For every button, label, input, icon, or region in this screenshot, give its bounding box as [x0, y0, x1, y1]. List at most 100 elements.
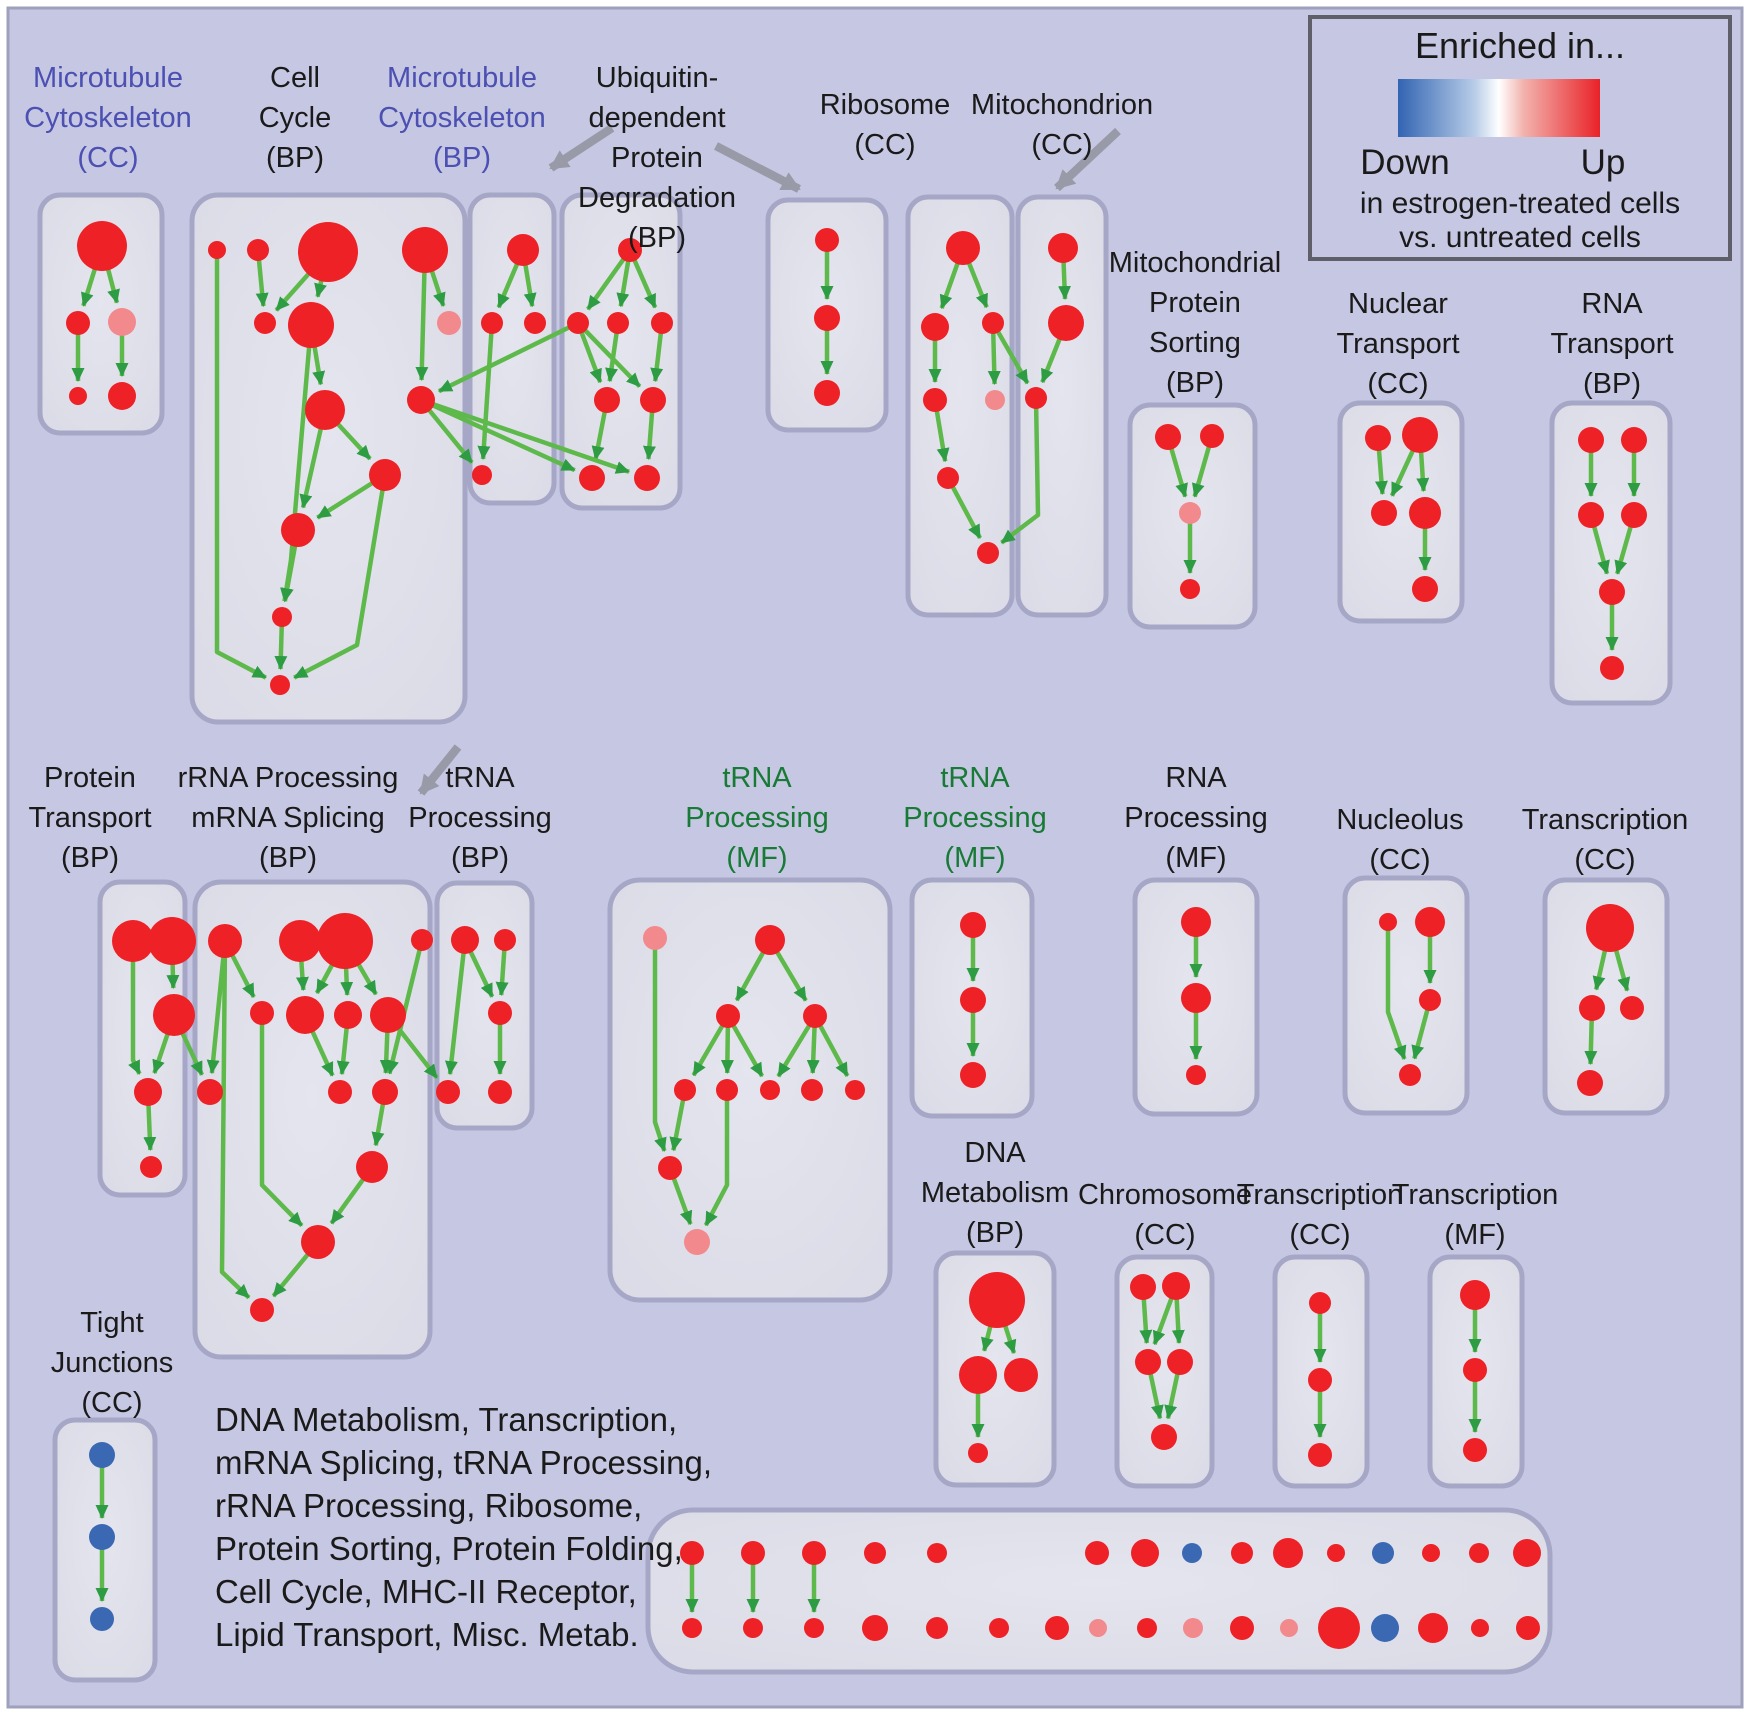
edge-q8-q10 [386, 939, 425, 1075]
node-cell-cycle-c9 [369, 459, 401, 491]
node-trna-bp-b2 [494, 929, 516, 951]
node-protein-degradation-chain-d1 [815, 228, 839, 252]
node-trna-mf-large-g9 [658, 1156, 682, 1180]
node-transcription-cc-row2-l2 [1579, 995, 1605, 1021]
rna-transport-box [1549, 400, 1673, 706]
edge-c1-c12 [214, 250, 267, 680]
node-mixed-functions-mt11 [1327, 1544, 1345, 1562]
node-nucleolus-k2 [1415, 907, 1445, 937]
edge-g0-g9 [652, 938, 667, 1152]
node-ubiquitin-u3 [607, 312, 629, 334]
node-transcription-cc-row3-v2 [1308, 1368, 1332, 1392]
node-trna-mf-large-g3 [803, 1004, 827, 1028]
node-trna-mf-large-g10 [684, 1229, 710, 1255]
node-protein-transport-p4 [134, 1078, 162, 1106]
edge-c7-u7 [420, 397, 576, 473]
node-nuclear-transport-n3 [1371, 500, 1397, 526]
node-chromosome-f2 [1162, 1272, 1190, 1300]
edge-q2-q12 [259, 1013, 304, 1228]
edge-c9-c12 [293, 474, 388, 680]
node-rna-transport-t6 [1600, 656, 1624, 680]
node-mixed-functions-mu13 [1318, 1607, 1360, 1649]
node-trna-mf-large-g4 [674, 1079, 696, 1101]
nuclear-transport-box [1337, 400, 1465, 624]
node-transcription-mf-w2 [1463, 1358, 1487, 1382]
node-cell-cycle-c3 [298, 222, 358, 282]
edge-p1-p4 [128, 941, 142, 1075]
node-cell-cycle-c10 [281, 513, 315, 547]
node-cell-cycle-c8 [305, 390, 345, 430]
node-rna-processing-mf-j2 [1181, 983, 1211, 1013]
transcription-cc-row2-box [1542, 877, 1670, 1116]
node-cell-cycle-c1 [208, 241, 226, 259]
node-mixed-functions-mt3 [802, 1541, 826, 1565]
node-mixed-functions-mu4 [862, 1615, 888, 1641]
node-chromosome-f1 [1130, 1274, 1156, 1300]
node-dna-metabolism-e3 [1004, 1358, 1038, 1392]
node-mitochondrion-m3 [1025, 387, 1047, 409]
node-trna-mf-large-g0 [643, 926, 667, 950]
node-cell-cycle-c7 [407, 386, 435, 414]
ubiquitin-box [559, 192, 683, 511]
edge-q1-q13 [219, 940, 251, 1300]
legend-subtitle-2: vs. untreated cells [1399, 221, 1641, 254]
node-chromosome-f3 [1135, 1349, 1161, 1375]
node-ubiquitin-u7 [579, 465, 605, 491]
node-trna-mf-small-h3 [960, 1062, 986, 1088]
node-mixed-functions-mt15 [1513, 1539, 1541, 1567]
nucleolus-box [1342, 875, 1470, 1116]
chromosome-box [1114, 1254, 1215, 1489]
legend-title: Enriched in... [1414, 25, 1626, 66]
node-cell-cycle-c12 [270, 675, 290, 695]
node-mixed-functions-mu10 [1183, 1618, 1203, 1638]
node-trna-bp-b5 [488, 1080, 512, 1104]
node-mixed-functions-mu9 [1137, 1618, 1157, 1638]
node-microtubule-bp-mb1 [507, 234, 539, 266]
node-mixed-functions-mu12 [1280, 1619, 1298, 1637]
node-ribosome-r4 [923, 388, 947, 412]
node-protein-transport-p1 [112, 920, 154, 962]
graph-nodes [66, 221, 1647, 1649]
microtubule-cc-box [37, 192, 165, 436]
node-mixed-functions-mt2 [741, 1541, 765, 1565]
node-rrna-mrna-qx [197, 1079, 223, 1105]
node-rna-transport-t4 [1621, 502, 1647, 528]
callout-arrows [417, 124, 1121, 796]
node-mixed-functions-mt9 [1231, 1542, 1253, 1564]
rrna-mrna-box [192, 879, 433, 1360]
node-chromosome-f4 [1167, 1349, 1193, 1375]
node-nuclear-transport-n5 [1412, 576, 1438, 602]
node-ribosome-r1 [946, 231, 980, 265]
node-protein-transport-p2 [148, 917, 196, 965]
node-cell-cycle-c5 [254, 312, 276, 334]
node-rrna-mrna-q5 [286, 996, 324, 1034]
node-rrna-mrna-q8 [411, 929, 433, 951]
node-microtubule-cc-a1 [77, 221, 127, 271]
node-ubiquitin-u5 [594, 387, 620, 413]
tight-junctions-box [52, 1417, 158, 1683]
edge-b1-b4 [444, 939, 468, 1076]
node-nucleolus-k4 [1399, 1064, 1421, 1086]
node-rna-processing-mf-j3 [1186, 1065, 1206, 1085]
node-cell-cycle-c2 [247, 239, 269, 261]
node-dna-metabolism-e1 [969, 1272, 1025, 1328]
edge-k1-k4 [1385, 922, 1407, 1060]
node-protein-transport-p3 [153, 994, 195, 1036]
node-mixed-functions-mu2 [743, 1618, 763, 1638]
node-microtubule-bp-mb3 [524, 312, 546, 334]
node-transcription-mf-w3 [1463, 1438, 1487, 1462]
node-transcription-cc-row2-l3 [1620, 996, 1644, 1020]
node-rrna-mrna-q12 [301, 1225, 335, 1259]
node-trna-bp-b3 [488, 1001, 512, 1025]
node-mixed-functions-mu6 [989, 1618, 1009, 1638]
node-tight-junctions-z3 [90, 1607, 114, 1631]
node-mixed-functions-mu5 [926, 1617, 948, 1639]
node-trna-mf-large-g8 [845, 1080, 865, 1100]
edge-g5-g10 [703, 1090, 730, 1227]
node-trna-mf-large-g2 [716, 1004, 740, 1028]
node-cell-cycle-c11 [272, 607, 292, 627]
node-mixed-functions-mt1 [680, 1541, 704, 1565]
node-trna-bp-b1 [451, 926, 479, 954]
